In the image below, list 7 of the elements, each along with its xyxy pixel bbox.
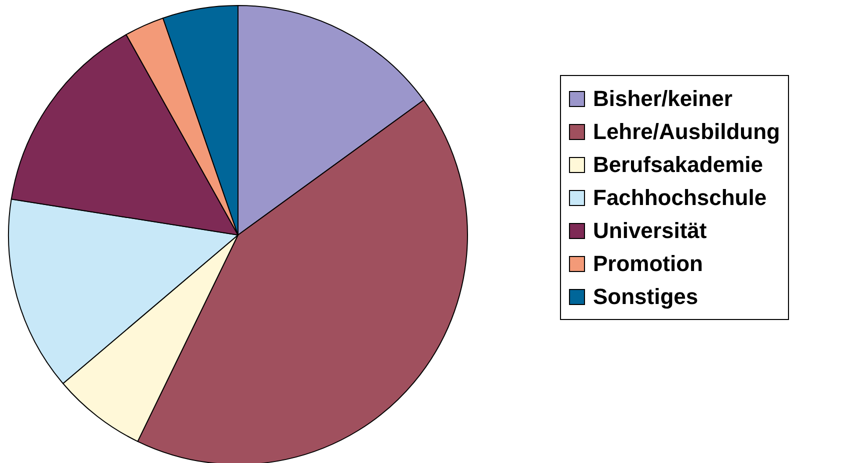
legend-label: Bisher/keiner xyxy=(593,85,732,113)
legend-label: Sonstiges xyxy=(593,283,698,311)
legend-label: Fachhochschule xyxy=(593,184,767,212)
legend-label: Berufsakademie xyxy=(593,151,763,179)
legend-label: Universität xyxy=(593,217,707,245)
legend-label: Lehre/Ausbildung xyxy=(593,118,780,146)
legend-label: Promotion xyxy=(593,250,703,278)
